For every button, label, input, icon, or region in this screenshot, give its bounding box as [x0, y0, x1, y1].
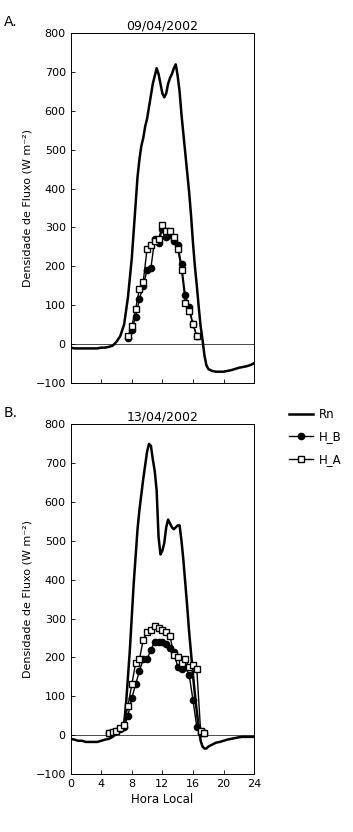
Text: B.: B. [4, 406, 18, 420]
Y-axis label: Densidade de Fluxo (W m⁻²): Densidade de Fluxo (W m⁻²) [23, 129, 32, 287]
Title: 09/04/2002: 09/04/2002 [126, 19, 198, 32]
Title: 13/04/2002: 13/04/2002 [126, 410, 198, 423]
Legend: Rn, H_B, H_A: Rn, H_B, H_A [287, 405, 343, 468]
Y-axis label: Densidade de Fluxo (W m⁻²): Densidade de Fluxo (W m⁻²) [23, 520, 32, 678]
X-axis label: Hora Local: Hora Local [131, 793, 193, 805]
Text: A.: A. [4, 15, 17, 29]
